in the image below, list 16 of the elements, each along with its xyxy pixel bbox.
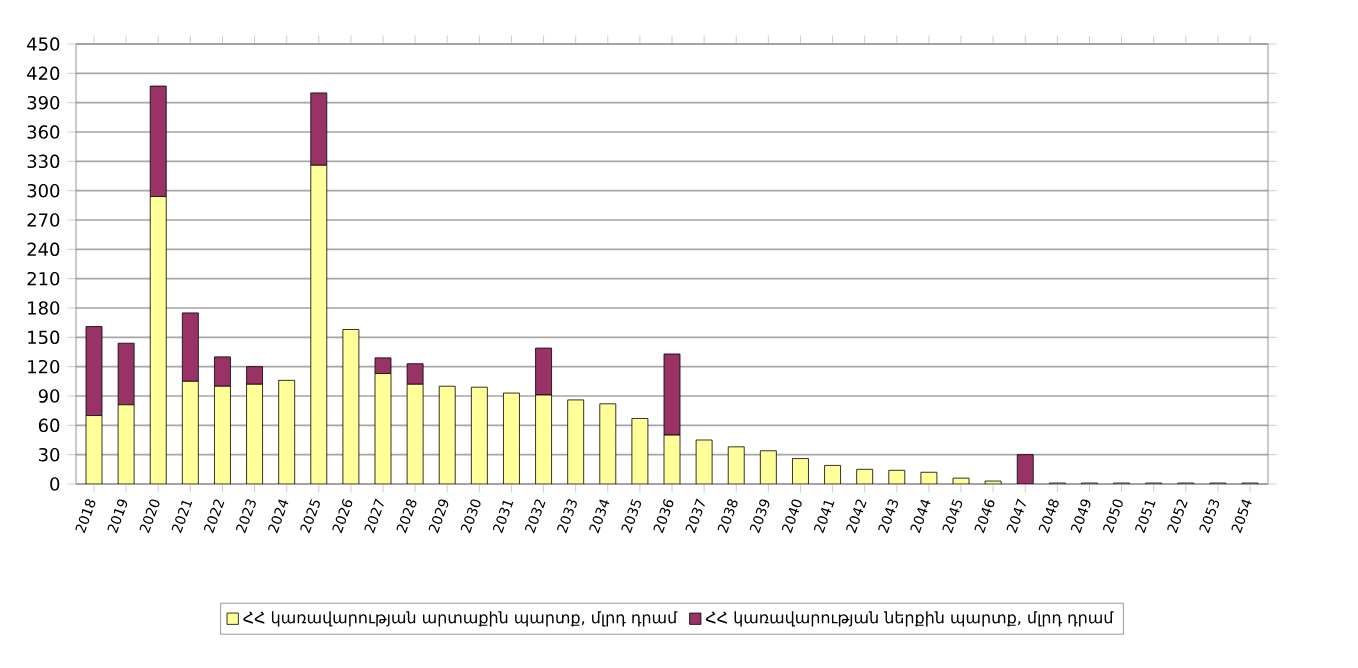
y-tick-label: 210 [27, 271, 60, 286]
y-tick-label: 270 [27, 213, 60, 227]
y-tick-label: 0 [50, 477, 60, 491]
y-tick-label: 450 [27, 37, 60, 51]
y-tick-label: 120 [28, 359, 60, 374]
y-tick-label: 300 [27, 183, 60, 198]
y-tick-label: 240 [27, 242, 60, 257]
y-tick-label: 150 [28, 330, 60, 345]
y-tick-label: 420 [27, 66, 60, 81]
y-tick-label: 330 [27, 154, 60, 169]
y-tick-label: 360 [27, 125, 60, 139]
y-tick-label: 180 [28, 301, 60, 315]
y-tick-label: 60 [38, 418, 60, 433]
y-tick-label: 390 [27, 95, 60, 110]
y-tick-label: 30 [39, 447, 60, 462]
y-tick-label: 90 [38, 389, 60, 403]
